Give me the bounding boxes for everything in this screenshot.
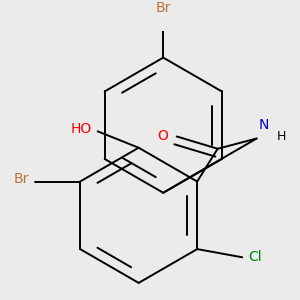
Text: Br: Br	[156, 1, 171, 15]
Text: Br: Br	[14, 172, 29, 187]
Text: Cl: Cl	[248, 250, 262, 264]
Text: H: H	[277, 130, 286, 143]
Text: N: N	[259, 118, 269, 132]
Text: HO: HO	[70, 122, 92, 136]
Text: O: O	[158, 130, 169, 143]
